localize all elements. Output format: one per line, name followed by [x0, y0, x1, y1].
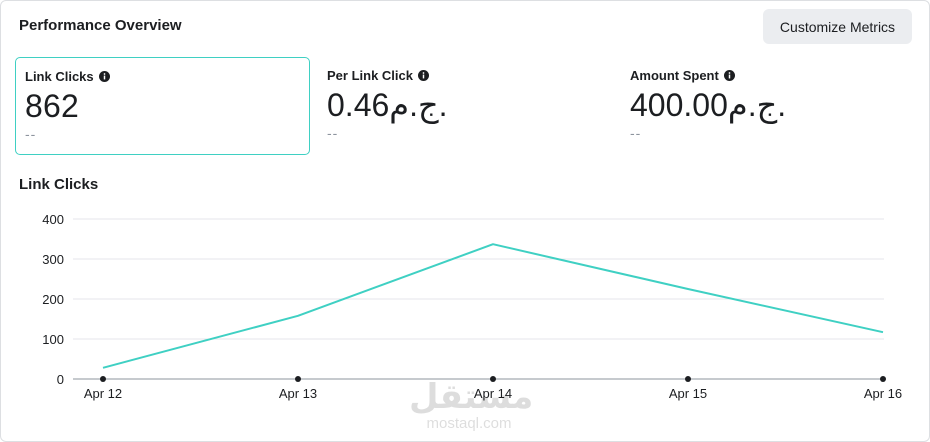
y-tick-label: 100	[42, 332, 64, 347]
metric-label: Amount Spent	[630, 67, 719, 83]
info-icon[interactable]	[417, 69, 429, 81]
y-tick-label: 400	[42, 212, 64, 227]
metric-comparison: --	[25, 126, 37, 142]
y-tick-label: 200	[42, 292, 64, 307]
metric-card-amount-spent[interactable]: Amount Spent 400.00ج.م. --	[621, 57, 916, 155]
metric-card-link-clicks[interactable]: Link Clicks 862 --	[15, 57, 310, 155]
panel-title: Performance Overview	[19, 17, 182, 34]
x-tick-label: Apr 15	[669, 386, 707, 401]
x-tick-label: Apr 13	[279, 386, 317, 401]
watermark-url: mostaql.com	[426, 415, 512, 432]
y-tick-label: 0	[57, 372, 64, 387]
link-clicks-line-chart: 0 100 200 300 400 Apr 12 Apr 13 Apr 14 Apr 15 Apr…	[42, 212, 902, 401]
x-tick-label: Apr 12	[84, 386, 122, 401]
metric-card-per-link-click[interactable]: Per Link Click 0.46ج.م. --	[318, 57, 613, 155]
metric-comparison: --	[630, 125, 642, 141]
metric-value: 0.46ج.م.	[327, 87, 448, 123]
info-icon[interactable]	[723, 69, 735, 81]
x-tick-dot	[685, 376, 691, 382]
x-tick-label: Apr 16	[864, 386, 902, 401]
x-tick-dot	[490, 376, 496, 382]
x-tick-label: Apr 14	[474, 386, 512, 401]
metric-value: 400.00ج.م.	[630, 87, 787, 123]
y-tick-label: 300	[42, 252, 64, 267]
x-tick-dot	[295, 376, 301, 382]
metric-label: Link Clicks	[25, 68, 94, 84]
metric-label: Per Link Click	[327, 67, 413, 83]
info-icon[interactable]	[98, 70, 110, 82]
metric-comparison: --	[327, 125, 339, 141]
x-tick-dot	[100, 376, 106, 382]
customize-metrics-button[interactable]: Customize Metrics	[763, 9, 912, 44]
x-tick-dot	[880, 376, 886, 382]
chart-title: Link Clicks	[19, 176, 99, 193]
metric-value: 862	[25, 88, 79, 124]
series-line	[102, 243, 884, 369]
